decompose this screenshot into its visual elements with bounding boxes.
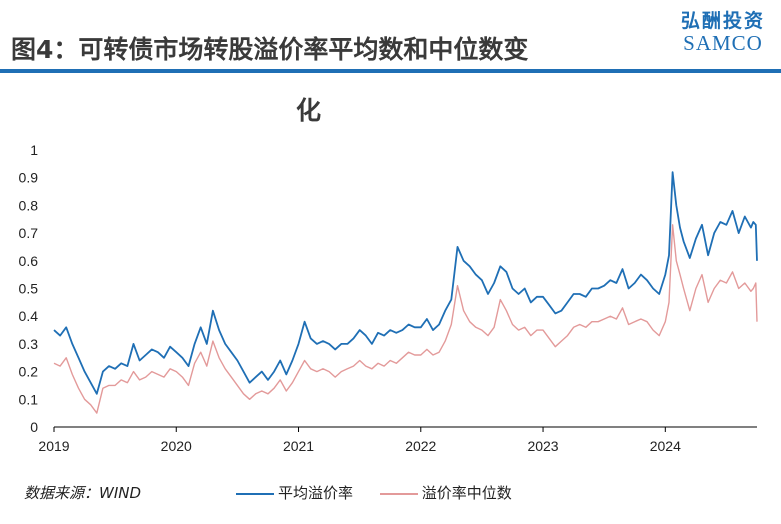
logo-chinese-text: 弘酬投资 <box>680 10 765 32</box>
series-lines <box>53 171 758 414</box>
legend-item-median: 溢价率中位数 <box>379 482 512 503</box>
x-tick-label: 2023 <box>527 438 558 454</box>
legend-item-mean: 平均溢价率 <box>236 482 353 503</box>
legend-label-median: 溢价率中位数 <box>421 484 512 502</box>
y-tick-label: 1 <box>30 142 38 158</box>
x-tick-label: 2019 <box>38 438 69 454</box>
y-axis-ticks: 0 0.1 0.2 0.3 0.4 0.5 0.6 0.7 0.8 0.9 1 <box>19 142 39 435</box>
y-tick-label: 0.8 <box>19 197 39 213</box>
legend-label-mean: 平均溢价率 <box>278 484 354 502</box>
legend: 平均溢价率 溢价率中位数 <box>236 482 534 503</box>
y-tick-label: 0 <box>30 419 38 435</box>
chart-title: 图4：可转债市场转股溢价率平均数和中位数变 <box>11 35 529 64</box>
y-tick-label: 0.9 <box>19 170 39 186</box>
y-tick-label: 0.3 <box>19 336 39 352</box>
series-line-mean <box>53 171 758 395</box>
legend-swatch-mean <box>236 492 274 495</box>
x-axis-ticks: 2019 2020 2021 2022 2023 2024 <box>38 427 681 454</box>
y-tick-label: 0.7 <box>19 225 39 241</box>
x-tick-label: 2022 <box>405 438 436 454</box>
samco-logo: 弘酬投资 SAMCO <box>681 10 765 54</box>
x-tick-label: 2020 <box>161 438 192 454</box>
series-line-median <box>53 224 758 414</box>
y-tick-label: 0.5 <box>19 281 39 297</box>
logo-english-text: SAMCO <box>683 31 763 55</box>
legend-swatch-median <box>379 492 418 495</box>
y-tick-label: 0.4 <box>19 308 39 324</box>
y-tick-label: 0.1 <box>19 391 39 407</box>
data-source: 数据来源：WIND <box>24 484 142 502</box>
x-tick-label: 2024 <box>650 438 681 454</box>
chart-title-continued: 化 <box>296 96 322 125</box>
x-tick-label: 2021 <box>283 438 314 454</box>
title-underline <box>0 69 781 73</box>
y-tick-label: 0.2 <box>19 364 39 380</box>
y-tick-label: 0.6 <box>19 253 39 269</box>
